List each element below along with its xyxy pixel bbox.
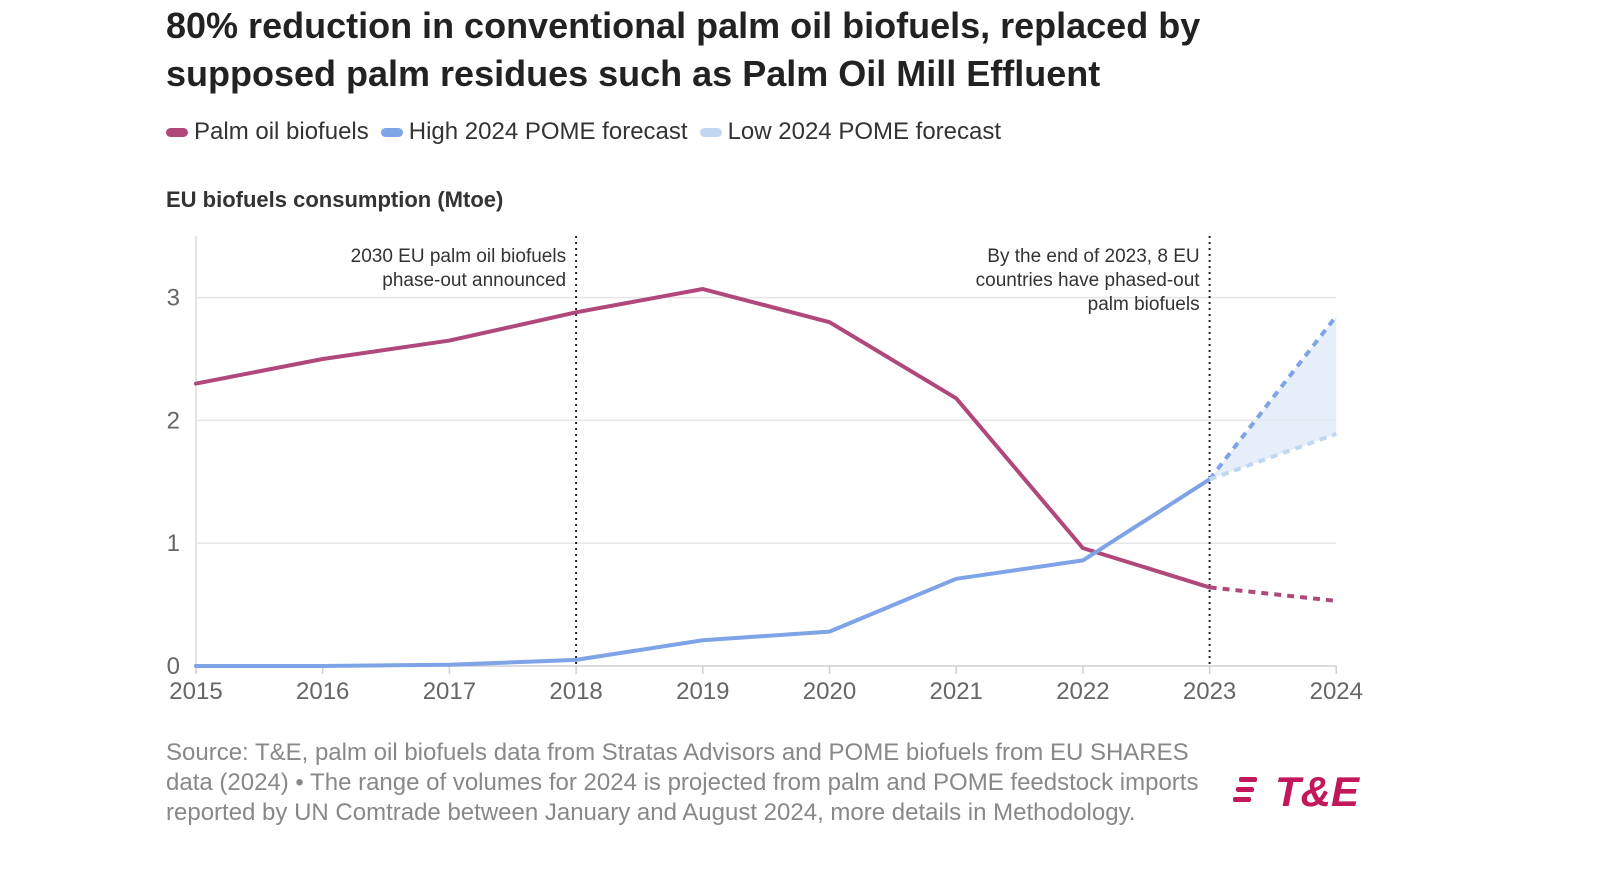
annotation-text-2023-2: palm biofuels [1088,294,1200,315]
legend-label-high-pome: High 2024 POME forecast [408,118,688,145]
x-tick-label-2021: 2021 [930,678,983,705]
series-projection-palm-oil-biofuels [1209,585,1337,603]
x-tick-label-2017: 2017 [423,678,476,705]
series-projection-low-2024-pome-forecast [1208,432,1337,482]
series-projection-high-2024-pome-forecast [1208,314,1338,481]
y-tick-label-2: 2 [167,407,180,434]
annotation-text-2018-1: phase-out announced [382,270,566,291]
te-logo: T&E [1233,768,1368,818]
legend-label-palm-oil: Palm oil biofuels [194,118,369,145]
legend-item-high-pome: High 2024 POME forecast [380,118,688,146]
x-tick-label-2015: 2015 [169,678,222,705]
y-tick-label-1: 1 [167,530,180,557]
series-line-high-2024-pome-forecast [194,477,1212,668]
y-tick-label-3: 3 [167,285,180,312]
series-line-palm-oil-biofuels [194,287,1212,590]
x-tick-label-2020: 2020 [803,678,856,705]
y-tick-label-0: 0 [167,653,180,680]
legend-swatch-low-pome [699,127,722,137]
legend-swatch-palm-oil [166,127,188,137]
annotation-text-2023-0: By the end of 2023, 8 EU [987,246,1199,267]
x-tick-label-2022: 2022 [1056,678,1109,705]
legend-item-palm-oil: Palm oil biofuels [166,118,369,146]
source-note: Source: T&E, palm oil biofuels data from… [166,739,1199,826]
logo-text: T&E [1275,768,1359,815]
y-axis-title: EU biofuels consumption (Mtoe) [166,187,504,212]
x-tick-label-2016: 2016 [296,678,349,705]
legend-item-low-pome: Low 2024 POME forecast [699,118,1002,146]
x-tick-label-2024: 2024 [1310,678,1363,705]
chart-title: 80% reduction in conventional palm oil b… [166,5,1201,94]
x-tick-label-2018: 2018 [549,678,602,705]
legend: Palm oil biofuels High 2024 POME forecas… [166,117,1013,147]
legend-label-low-pome: Low 2024 POME forecast [727,118,1002,145]
legend-swatch-high-pome [380,127,403,137]
x-tick-label-2019: 2019 [676,678,729,705]
annotation-text-2023-1: countries have phased-out [976,270,1201,291]
x-tick-label-2023: 2023 [1183,678,1236,705]
annotation-text-2018-0: 2030 EU palm oil biofuels [351,246,566,267]
logo-lines-icon [1233,777,1259,811]
forecast-range-area [1209,316,1337,480]
